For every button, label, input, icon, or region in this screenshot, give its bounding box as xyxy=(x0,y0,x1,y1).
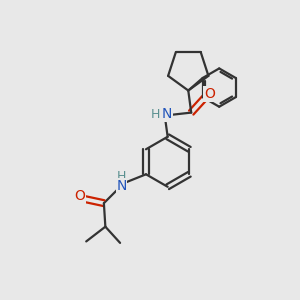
Text: O: O xyxy=(204,87,215,101)
Text: H: H xyxy=(151,108,160,121)
Text: H: H xyxy=(117,170,126,183)
Text: N: N xyxy=(116,179,127,193)
Text: N: N xyxy=(162,107,172,122)
Text: O: O xyxy=(74,189,85,203)
